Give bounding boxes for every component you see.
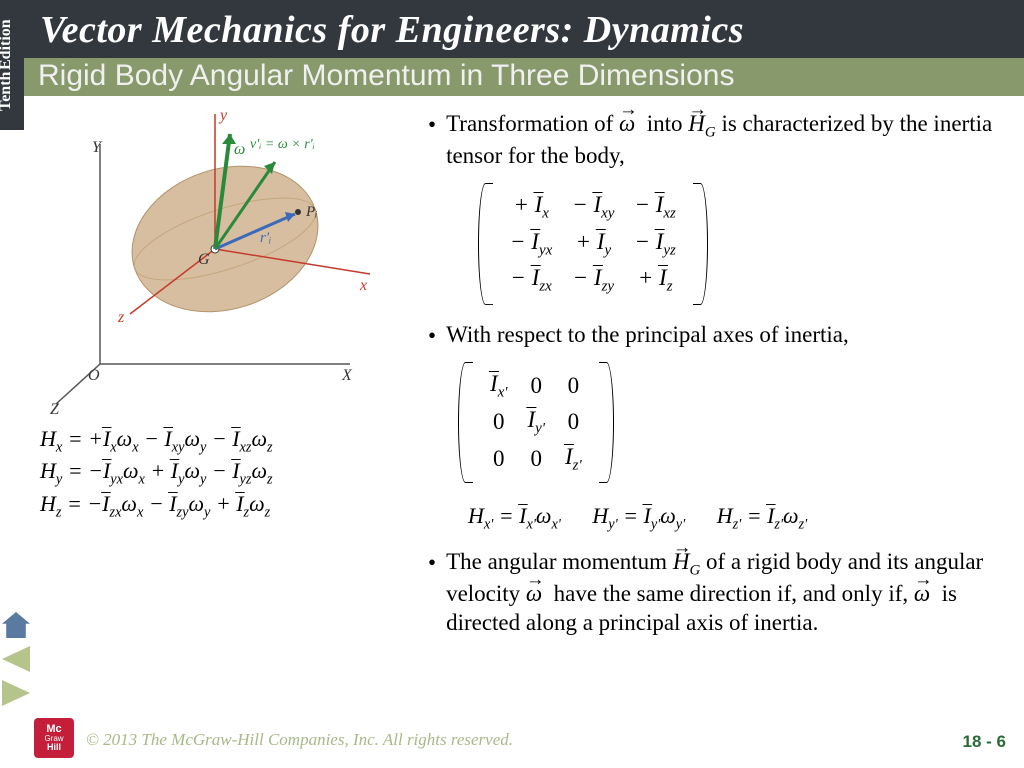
svg-text:z: z: [117, 309, 125, 326]
svg-text:Pᵢ: Pᵢ: [305, 204, 318, 220]
equation-hz: Hz = −Izxωx − Izyωy + Izωz: [40, 491, 410, 521]
bullet-1-text-b: into: [647, 111, 689, 136]
next-button[interactable]: [2, 680, 30, 706]
equation-hy: Hy = −Iyxωx + Iyωy − Iyzωz: [40, 458, 410, 488]
bullet-3-text-a: The angular momentum: [446, 549, 673, 574]
svg-text:v'ᵢ = ω × r'ᵢ: v'ᵢ = ω × r'ᵢ: [250, 137, 315, 152]
principal-equations: Hx' = Ix'ωx' Hy' = Iy'ωy' Hz' = Iz'ωz': [468, 503, 1008, 533]
svg-text:X: X: [341, 367, 353, 384]
principal-eq-y: Hy' = Iy'ωy': [592, 503, 685, 533]
hg-symbol: H: [688, 110, 705, 139]
angular-momentum-equations: Hx = +Ixωx − Ixyωy − Ixzωz Hy = −Iyxωx +…: [30, 426, 410, 521]
svg-text:G: G: [198, 251, 210, 268]
logo-line-3: Hill: [47, 743, 61, 752]
svg-text:x: x: [359, 277, 367, 294]
bullet-1: • Transformation of ω into HG is charact…: [428, 110, 1008, 171]
principal-eq-x: Hx' = Ix'ωx': [468, 503, 561, 533]
bullet-2-text: With respect to the principal axes of in…: [446, 321, 1008, 350]
subtitle: Rigid Body Angular Momentum in Three Dim…: [24, 58, 1024, 96]
inertia-tensor-matrix: + Ix − Ixy − Ixz − Iyx + Iy − Iyz − Izx …: [478, 183, 708, 305]
svg-text:ω: ω: [234, 141, 245, 158]
slide-header: Vector Mechanics for Engineers: Dynamics…: [0, 0, 1024, 96]
home-button[interactable]: [2, 612, 30, 638]
svg-text:O: O: [88, 367, 100, 384]
bullet-2: • With respect to the principal axes of …: [428, 321, 1008, 350]
page-number: 18 - 6: [963, 732, 1006, 752]
nav-controls: [2, 612, 32, 714]
svg-text:r'ᵢ: r'ᵢ: [260, 230, 271, 246]
copyright-text: © 2013 The McGraw-Hill Companies, Inc. A…: [86, 730, 513, 750]
right-column: • Transformation of ω into HG is charact…: [428, 110, 1008, 644]
rigid-body-figure: Y X Z O y x z G: [50, 104, 380, 414]
principal-inertia-matrix: Ix' 0 0 0 Iy' 0 0 0 Iz': [458, 362, 614, 484]
bullet-1-text-a: Transformation of: [446, 111, 619, 136]
equation-hx: Hx = +Ixωx − Ixyωy − Ixzωz: [40, 426, 410, 456]
mcgraw-hill-logo: Mc Graw Hill: [34, 718, 74, 758]
edition-tab: Tenth Edition: [0, 0, 24, 130]
svg-text:Y: Y: [92, 139, 103, 156]
prev-button[interactable]: [2, 646, 30, 672]
bullet-3: • The angular momentum HG of a rigid bod…: [428, 548, 1008, 638]
omega-symbol: ω: [619, 110, 635, 139]
hg-symbol-2: H: [673, 548, 690, 577]
main-title: Vector Mechanics for Engineers: Dynamics: [0, 0, 1024, 52]
left-column: Y X Z O y x z G: [30, 104, 410, 523]
omega-symbol-2: ω: [526, 580, 542, 609]
bullet-3-text-c: have the same direction if, and only if,: [554, 581, 914, 606]
principal-eq-z: Hz' = Iz'ωz': [717, 503, 808, 533]
edition-line-2: Edition: [0, 19, 12, 70]
slide-content: Y X Z O y x z G: [30, 104, 1008, 738]
svg-text:y: y: [218, 107, 228, 124]
svg-text:Z: Z: [50, 401, 60, 414]
omega-symbol-3: ω: [914, 580, 930, 609]
edition-line-1: Tenth: [0, 72, 12, 111]
